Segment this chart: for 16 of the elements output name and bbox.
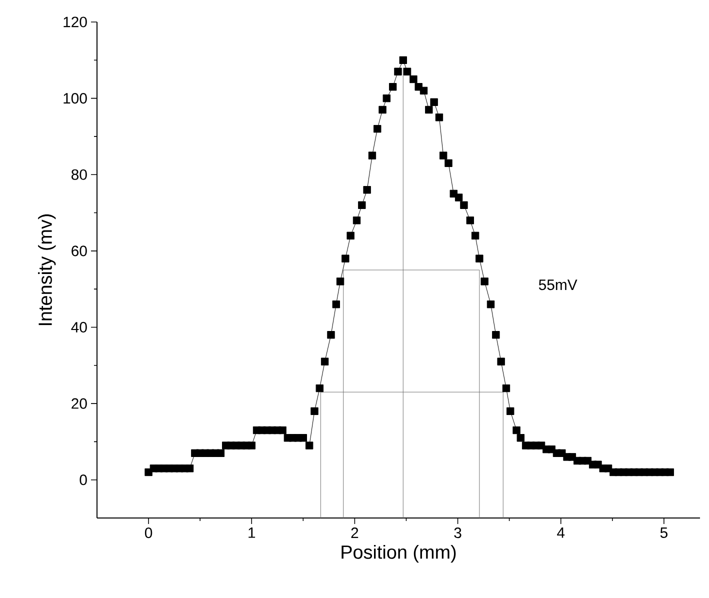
y-tick-label: 60 (72, 246, 87, 256)
x-tick-label: 1 (248, 528, 256, 538)
y-tick-label: 80 (72, 169, 87, 180)
x-tick-label: 5 (660, 528, 668, 538)
y-tick-label: 20 (72, 398, 87, 409)
y-tick-label: 100 (64, 93, 87, 104)
x-axis-title: Position (mm) (342, 544, 456, 563)
x-tick-label: 2 (351, 528, 358, 538)
x-tick-label: 0 (144, 528, 152, 538)
x-tick-label: 4 (557, 528, 565, 538)
y-tick-label: 0 (80, 474, 87, 486)
x-tick-label: 3 (454, 528, 462, 538)
y-axis-title: Intensity (mv) (38, 214, 56, 326)
y-tick-label: 120 (64, 16, 87, 28)
y-tick-label: 40 (71, 322, 87, 333)
annotation: 55mV (538, 280, 578, 290)
